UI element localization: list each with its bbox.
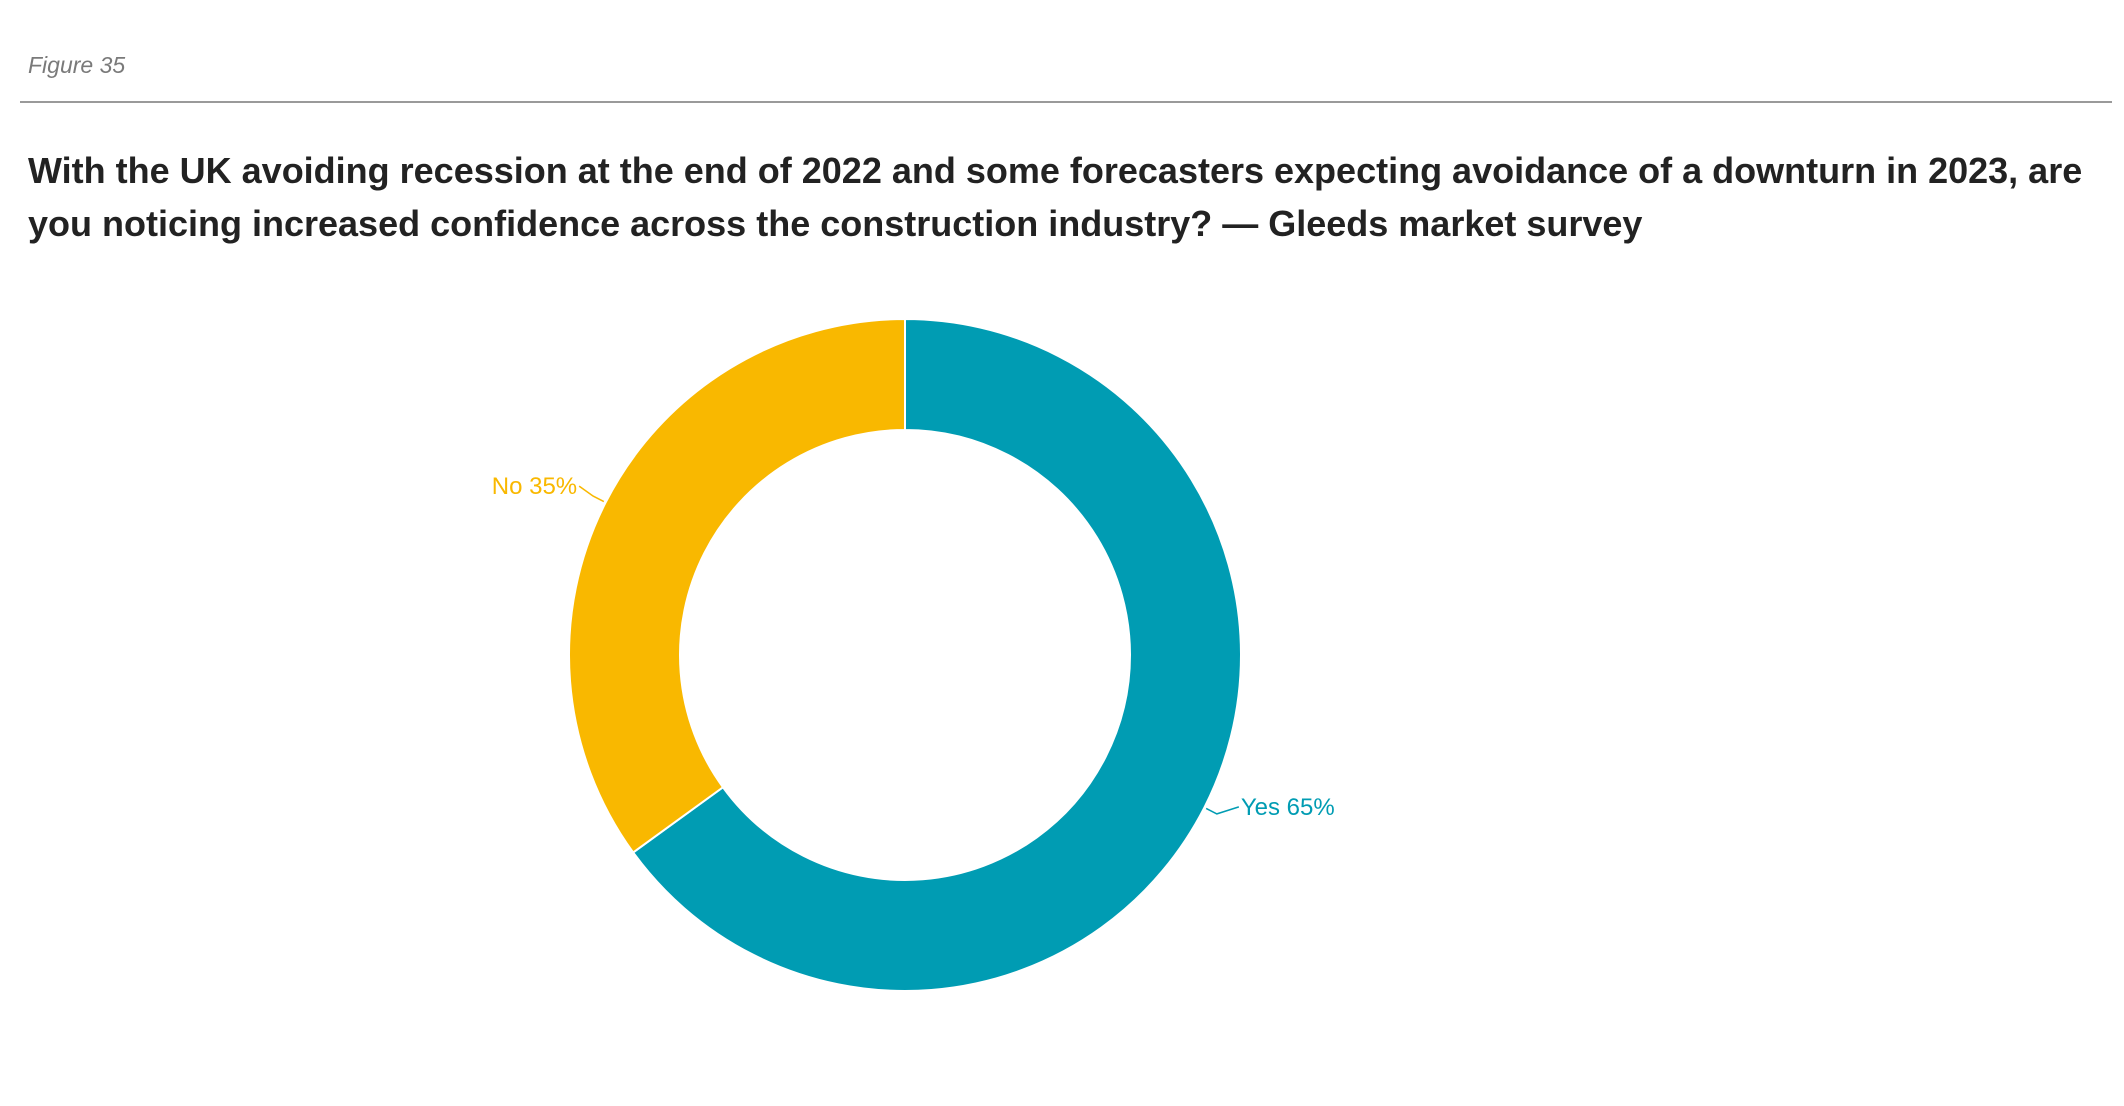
data-label-no: No 35% (492, 473, 577, 500)
chart-title: With the UK avoiding recession at the en… (28, 150, 2083, 244)
donut-slice-no (567, 317, 906, 854)
leader-line-no (578, 485, 605, 503)
divider-rule (20, 101, 2112, 103)
data-label-yes: Yes 65% (1241, 794, 1335, 821)
leader-line-yes (1205, 806, 1240, 815)
donut-slice-yes (631, 317, 1242, 992)
figure-label: Figure 35 (28, 52, 126, 78)
